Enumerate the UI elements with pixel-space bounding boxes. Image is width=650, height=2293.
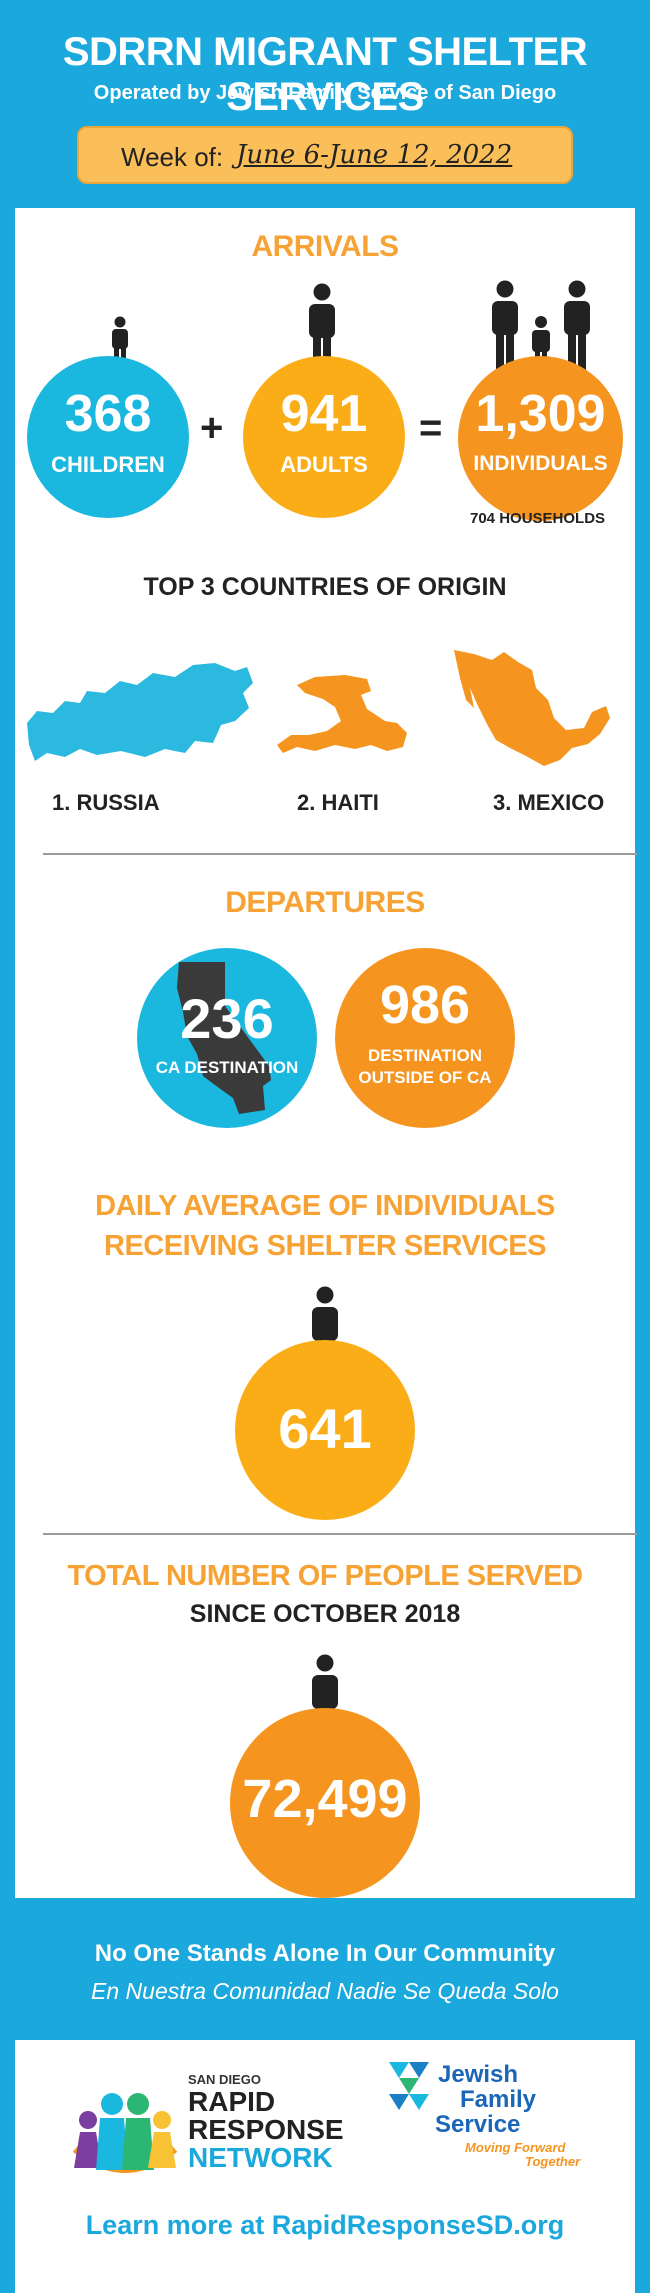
mexico-map (454, 650, 610, 766)
total-circle: 72,499 (230, 1708, 420, 1898)
page-title: SDRRN MIGRANT SHELTER SERVICES (62, 30, 588, 119)
country-2-label: 2. HAITI (297, 790, 379, 815)
children-value: 368 (64, 385, 152, 443)
countries-heading: TOP 3 COUNTRIES OF ORIGIN (143, 573, 507, 601)
rrn-small-label: SAN DIEGO (188, 2072, 261, 2087)
country-1-label: 1. RUSSIA (52, 790, 160, 815)
california-map (177, 962, 271, 1114)
outside-ca-value: 986 (379, 975, 471, 1035)
logo-card: SAN DIEGO RAPID RESPONSE NETWORK Jewish … (15, 2040, 635, 2293)
daily-circle: 641 (235, 1340, 415, 1520)
rrn-line-3: NETWORK (188, 2142, 333, 2173)
jfs-tagline-1: Moving Forward (465, 2140, 566, 2155)
jfs-logo-icon (389, 2062, 429, 2110)
jfs-line-2: Family (460, 2086, 537, 2113)
rrn-logo-icon (72, 2093, 178, 2173)
outside-ca-circle: 986 DESTINATION OUTSIDE OF CA (335, 948, 515, 1128)
individuals-label: INDIVIDUALS (473, 452, 608, 475)
departures-heading: DEPARTURES (225, 886, 425, 919)
ca-destination-label: CA DESTINATION (155, 1058, 299, 1077)
arrivals-heading: ARRIVALS (251, 230, 399, 263)
total-value: 72,499 (242, 1769, 408, 1829)
rrn-line-2: RESPONSE (188, 2114, 344, 2145)
daily-heading-1: DAILY AVERAGE OF INDIVIDUALS (95, 1190, 555, 1222)
family-icon (492, 280, 590, 374)
adults-circle: 941 ADULTS (243, 356, 405, 518)
week-badge: Week of: June 6-June 12, 2022 (77, 126, 573, 184)
week-value: June 6-June 12, 2022 (236, 140, 513, 170)
rrn-line-1: RAPID (188, 2086, 276, 2117)
total-subheading: SINCE OCTOBER 2018 (189, 1600, 461, 1628)
tagline-english: No One Stands Alone In Our Community (94, 1940, 556, 1967)
learn-more-link[interactable]: Learn more at RapidResponseSD.org (85, 2210, 565, 2240)
ca-destination-value: 236 (180, 987, 274, 1050)
individuals-value: 1,309 (475, 385, 606, 443)
section-divider-2 (43, 1533, 637, 1535)
country-3-label: 3. MEXICO (493, 790, 605, 815)
adults-value: 941 (280, 385, 368, 443)
outside-ca-label-2: OUTSIDE OF CA (358, 1068, 492, 1087)
adult-person-icon (309, 283, 335, 373)
week-label: Week of: (121, 142, 224, 172)
adults-label: ADULTS (280, 452, 368, 477)
main-card: ARRIVALS 368 CHILDREN + 941 ADULTS = (15, 208, 637, 1898)
daily-value: 641 (278, 1397, 372, 1460)
individuals-circle: 1,309 INDIVIDUALS (458, 356, 623, 521)
jfs-tagline-2: Together (525, 2154, 581, 2169)
total-heading: TOTAL NUMBER OF PEOPLE SERVED (67, 1560, 583, 1592)
section-divider (43, 853, 637, 855)
page-subtitle: Operated by Jewish Family Service of San… (93, 82, 557, 104)
haiti-map (277, 675, 407, 753)
children-circle: 368 CHILDREN (27, 356, 189, 518)
households-count: 704 HOUSEHOLDS (470, 510, 606, 527)
daily-heading-2: RECEIVING SHELTER SERVICES (104, 1230, 546, 1262)
russia-map (27, 663, 253, 761)
equals-sign: = (419, 406, 443, 450)
children-label: CHILDREN (51, 452, 165, 477)
ca-destination-circle: 236 CA DESTINATION (137, 948, 317, 1128)
jfs-line-1: Jewish (438, 2061, 519, 2088)
tagline-spanish: En Nuestra Comunidad Nadie Se Queda Solo (91, 1978, 559, 2004)
outside-ca-label-1: DESTINATION (368, 1046, 482, 1065)
jfs-line-3: Service (435, 2111, 521, 2138)
plus-sign: + (200, 406, 224, 450)
